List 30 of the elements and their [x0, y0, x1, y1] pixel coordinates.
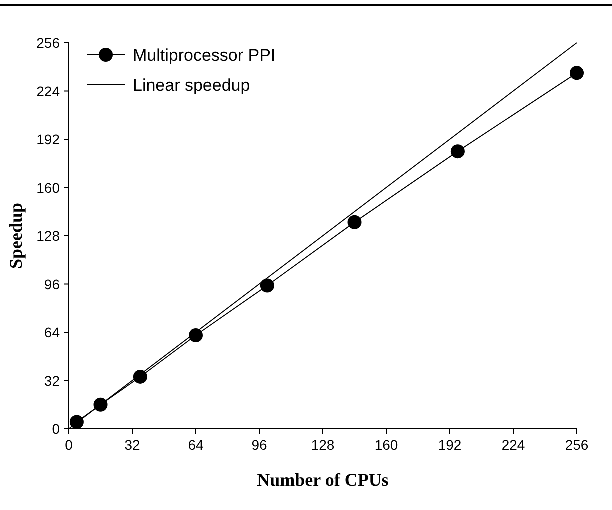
y-tick-label: 160 — [36, 180, 60, 196]
x-tick-label: 96 — [252, 437, 268, 453]
y-tick-label: 32 — [44, 372, 60, 389]
point — [260, 278, 274, 293]
y-tick-label: 0 — [52, 421, 60, 437]
x-tick-label: 256 — [565, 437, 589, 453]
point — [570, 66, 584, 80]
x-tick-label: 192 — [438, 437, 462, 453]
x-tick-label: 0 — [65, 437, 74, 453]
point — [348, 215, 362, 230]
point — [133, 370, 148, 384]
x-tick-label: 64 — [188, 437, 204, 453]
x-tick-label: 224 — [502, 437, 526, 453]
point — [450, 144, 465, 159]
y-tick-label: 96 — [44, 276, 60, 292]
point — [94, 398, 108, 412]
y-tick-label: 256 — [36, 35, 60, 51]
y-tick-label: 192 — [36, 132, 60, 148]
point — [189, 328, 203, 343]
y-tick-label: 224 — [36, 83, 60, 100]
legend-label: Linear speedup — [133, 76, 250, 95]
x-tick-label: 160 — [374, 437, 398, 453]
y-tick-label: 128 — [36, 228, 60, 244]
legend-label: Multiprocessor PPI — [133, 46, 276, 65]
y-axis-title: Speedup — [6, 202, 26, 270]
x-tick-label: 128 — [311, 437, 335, 453]
point — [70, 415, 84, 430]
x-axis-title: Number of CPUs — [257, 470, 389, 490]
x-tick-label: 32 — [124, 437, 140, 453]
y-tick-label: 64 — [44, 324, 60, 340]
